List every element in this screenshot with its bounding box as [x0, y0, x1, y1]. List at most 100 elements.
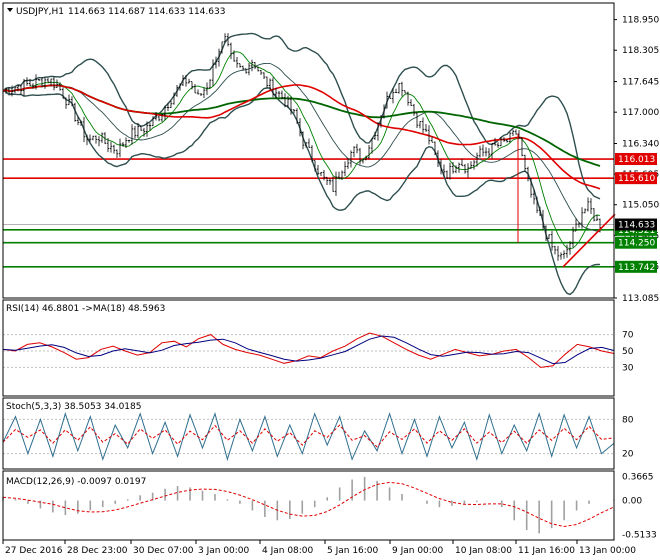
price-bar [121, 142, 125, 147]
price-bar [214, 56, 218, 69]
price-bar [172, 92, 176, 105]
stoch-pane: 80 20 [2, 412, 634, 462]
price-bar [250, 59, 254, 72]
price-bar [370, 138, 374, 154]
price-bar [442, 164, 446, 177]
price-bar [439, 159, 443, 175]
price-bar [262, 72, 266, 79]
price-bar [79, 120, 83, 126]
price-bar [574, 218, 578, 232]
price-bar [532, 189, 536, 205]
price-bar [568, 241, 572, 255]
rsi-signal-line [2, 335, 615, 365]
price-bar [586, 197, 590, 212]
rsi-tick-label: 30 [622, 363, 634, 373]
price-bar [34, 74, 38, 90]
price-bar [277, 90, 281, 98]
macd-frame [2, 470, 615, 541]
price-bar [436, 150, 440, 168]
price-bar [130, 124, 134, 145]
rsi-pane: 70 50 30 [2, 331, 634, 373]
price-bar [523, 154, 527, 172]
price-bar [352, 146, 356, 158]
macd-signal-line [2, 481, 615, 528]
time-tick-label: 5 Jan 16:00 [327, 546, 379, 556]
price-tick-label: 115.050 [622, 201, 659, 211]
price-bar [499, 136, 503, 147]
price-bar [577, 222, 581, 228]
price-bar [508, 132, 512, 143]
price-bar [349, 150, 353, 168]
price-bar [46, 78, 50, 83]
price-bar [424, 123, 428, 132]
price-bar [457, 162, 461, 173]
price-bar [448, 162, 452, 180]
price-bar [148, 123, 152, 131]
price-bar [151, 116, 155, 127]
price-bar [10, 85, 14, 97]
price-bar [265, 76, 269, 88]
price-bar [541, 209, 545, 230]
price-bar [313, 160, 317, 172]
level-tag [615, 260, 657, 273]
price-bar [196, 89, 200, 95]
price-bar [316, 164, 320, 176]
time-tick-label: 13 Jan 00:00 [579, 546, 636, 556]
price-bar [169, 100, 173, 108]
price-bar [385, 91, 389, 109]
price-bar [409, 99, 413, 106]
price-bar [427, 125, 431, 145]
current-price-label: 114.633 [618, 221, 655, 231]
rsi-title: RSI(14) 46.8801 ->MA(18) 48.5963 [6, 304, 165, 314]
time-tick-label: 28 Dec 23:00 [67, 546, 128, 556]
dropdown-arrow-icon[interactable] [7, 8, 13, 12]
price-bar [547, 234, 551, 239]
price-bar [37, 78, 41, 81]
price-bar [274, 87, 278, 99]
price-bar [571, 226, 575, 248]
price-bar [157, 115, 161, 122]
price-bar [334, 171, 338, 196]
macd-tick-label: -0.5133 [622, 530, 657, 540]
price-bar [451, 161, 455, 174]
price-bar [484, 147, 488, 157]
price-bar [4, 88, 8, 94]
price-bar [331, 176, 335, 192]
time-axis: 27 Dec 2016 28 Dec 23:00 30 Dec 07:00 3 Jan… [2, 540, 636, 556]
price-bar [364, 155, 368, 161]
price-bar [412, 103, 416, 116]
price-bar [325, 176, 329, 185]
price-bar [7, 87, 11, 94]
price-bar [502, 137, 506, 142]
stoch-tick-label: 80 [622, 415, 634, 425]
macd-tick-label: 0.00 [622, 497, 642, 507]
price-tick-label: 118.950 [622, 16, 659, 26]
price-bar [229, 42, 233, 60]
price-bar [199, 93, 203, 96]
price-bar [463, 163, 467, 174]
macd-title: MACD(12,26,9) -0.0097 0.0197 [6, 477, 146, 487]
price-bar [418, 121, 422, 129]
price-bar [25, 77, 29, 86]
price-bar [583, 208, 587, 214]
price-bar [403, 90, 407, 94]
price-bar [160, 114, 164, 122]
level-tag [615, 153, 657, 166]
price-bar [67, 94, 71, 106]
price-bar [43, 77, 47, 89]
price-bar [376, 122, 380, 141]
price-bar [322, 169, 326, 181]
bollinger-upper [2, 32, 601, 200]
price-bar [550, 231, 554, 251]
price-bar [373, 131, 377, 140]
price-bar [589, 198, 593, 215]
price-tick-label: 117.000 [622, 108, 659, 118]
price-pane: 118.950 118.305 117.645 117.000 116.340 115.6… [2, 16, 659, 304]
level-label: 113.742 [618, 263, 655, 273]
price-bar [232, 50, 236, 62]
price-bar [292, 109, 296, 114]
price-bar [178, 83, 182, 91]
price-bar [64, 97, 68, 109]
price-bar [493, 137, 497, 146]
price-bar [565, 244, 569, 258]
